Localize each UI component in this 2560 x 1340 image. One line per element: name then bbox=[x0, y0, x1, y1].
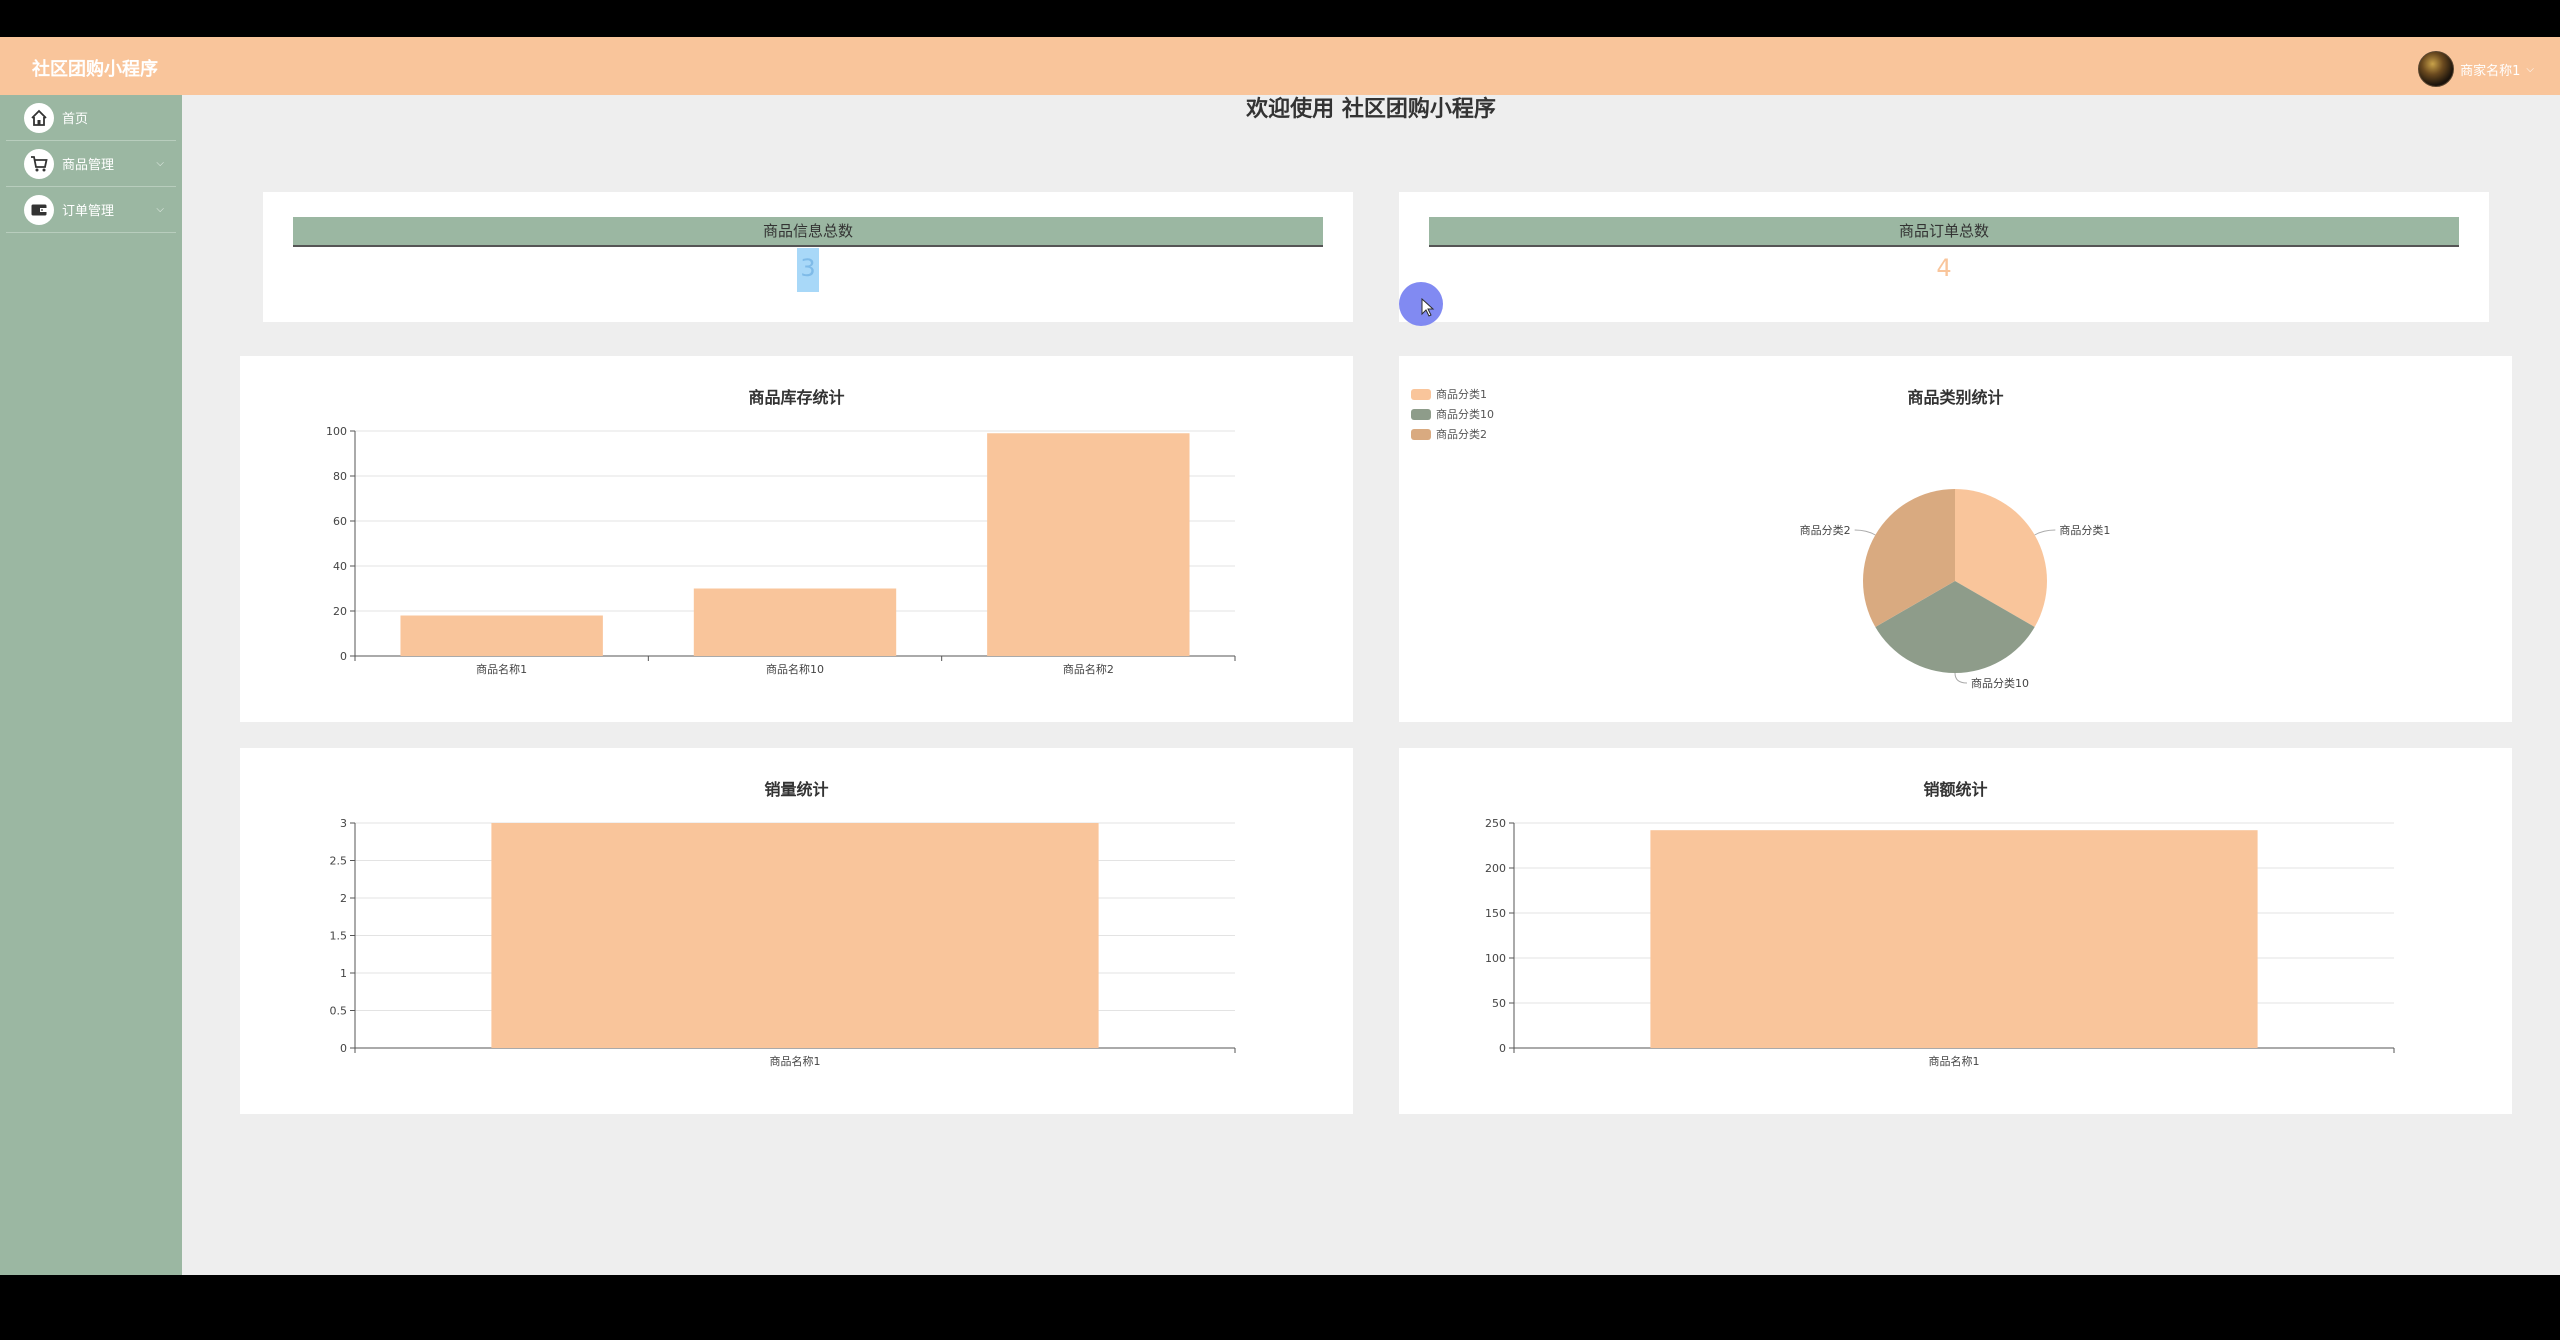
pie-label-line bbox=[1954, 672, 1968, 684]
stat-label: 商品信息总数 bbox=[293, 217, 1323, 247]
welcome-title: 欢迎使用 社区团购小程序 bbox=[1246, 97, 1496, 122]
chart-card-category: 商品类别统计 商品分类1 商品分类10 商品分类2 商品分类1 商品分类10 商品分类2 bbox=[1399, 356, 2512, 722]
sidebar-item-label: 首页 bbox=[62, 112, 89, 127]
sidebar: 首页 商品管理 ⌵ 订单管理 ⌵ bbox=[0, 95, 182, 1275]
sidebar-item-label: 订单管理 bbox=[62, 204, 115, 219]
legend-label: 商品分类1 bbox=[1436, 388, 1487, 401]
x-tick-label: 商品名称10 bbox=[766, 662, 824, 676]
y-tick-label: 100 bbox=[1485, 952, 1506, 965]
legend-item[interactable]: 商品分类1 bbox=[1411, 384, 1494, 404]
bar bbox=[693, 588, 897, 656]
user-name[interactable]: 商家名称1 bbox=[2460, 63, 2521, 79]
wallet-icon bbox=[24, 194, 54, 225]
cart-icon bbox=[24, 148, 54, 179]
bar bbox=[1650, 830, 2258, 1048]
y-tick-label: 250 bbox=[1485, 817, 1506, 830]
legend-swatch bbox=[1411, 408, 1431, 420]
y-tick-label: 2 bbox=[340, 892, 347, 905]
y-tick-label: 0 bbox=[340, 650, 347, 663]
bar bbox=[491, 823, 1099, 1048]
y-tick-label: 0.5 bbox=[330, 1005, 348, 1018]
chart-title: 销量统计 bbox=[764, 780, 829, 799]
category-pie-chart: 商品分类1 商品分类10 商品分类2 bbox=[1800, 489, 2110, 690]
avatar[interactable] bbox=[2418, 51, 2455, 87]
user-menu[interactable]: 商家名称1 ⌵ bbox=[2418, 51, 2534, 87]
y-tick-label: 80 bbox=[333, 470, 347, 483]
sidebar-item-products[interactable]: 商品管理 ⌵ bbox=[6, 141, 176, 187]
y-tick-label: 1 bbox=[340, 967, 347, 980]
y-tick-label: 60 bbox=[333, 515, 347, 528]
bar bbox=[987, 433, 1190, 656]
legend-swatch bbox=[1411, 388, 1431, 400]
bar bbox=[400, 615, 603, 656]
stat-value-text: 3 bbox=[797, 248, 819, 292]
pie-label-line bbox=[2034, 529, 2056, 536]
pie-label-line bbox=[1854, 529, 1876, 536]
chart-card-sales-qty: 销量统计 0 0.5 1 1.5 2 2.5 3 商品名称1 bbox=[240, 748, 1353, 1114]
y-tick-label: 0 bbox=[1499, 1042, 1506, 1055]
x-tick-label: 商品名称1 bbox=[476, 662, 527, 676]
y-tick-label: 150 bbox=[1485, 907, 1506, 920]
chart-card-sales-amt: 销额统计 0 50 100 150 200 250 商品名称1 bbox=[1399, 748, 2512, 1114]
pie-slice bbox=[1875, 581, 2035, 673]
y-tick-label: 3 bbox=[340, 817, 347, 830]
home-icon bbox=[24, 102, 54, 133]
x-tick-label: 商品名称2 bbox=[1063, 662, 1114, 676]
pie-label: 商品分类1 bbox=[2059, 523, 2110, 537]
chevron-down-icon: ⌵ bbox=[156, 204, 164, 215]
y-tick-label: 100 bbox=[326, 425, 347, 438]
stat-card-orders: 商品订单总数 4 bbox=[1399, 192, 2489, 322]
stat-value: 3 bbox=[263, 248, 1353, 292]
y-tick-label: 200 bbox=[1485, 862, 1506, 875]
chart-card-stock: 商品库存统计 0 20 40 60 80 100 商品名称1 商品名称10 商品名称2 bbox=[240, 356, 1353, 722]
y-tick-label: 0 bbox=[340, 1042, 347, 1055]
legend-label: 商品分类2 bbox=[1436, 428, 1487, 441]
y-tick-label: 40 bbox=[333, 560, 347, 573]
chart-legend: 商品分类1 商品分类10 商品分类2 bbox=[1411, 384, 1494, 444]
sales-amt-bar-chart: 0 50 100 150 200 250 商品名称1 bbox=[1485, 817, 2395, 1068]
chevron-down-icon: ⌵ bbox=[156, 158, 164, 169]
stat-label: 商品订单总数 bbox=[1429, 217, 2459, 247]
y-tick-label: 20 bbox=[333, 605, 347, 618]
legend-label: 商品分类10 bbox=[1436, 408, 1494, 421]
chart-title: 商品类别统计 bbox=[1907, 388, 2004, 407]
legend-item[interactable]: 商品分类10 bbox=[1411, 404, 1494, 424]
y-tick-label: 2.5 bbox=[330, 855, 348, 868]
legend-item[interactable]: 商品分类2 bbox=[1411, 424, 1494, 444]
stat-value: 4 bbox=[1936, 254, 1952, 282]
y-tick-label: 50 bbox=[1492, 997, 1506, 1010]
sidebar-item-home[interactable]: 首页 bbox=[6, 95, 176, 141]
chart-title: 销额统计 bbox=[1923, 780, 1988, 799]
sidebar-item-orders[interactable]: 订单管理 ⌵ bbox=[6, 187, 176, 233]
pie-label: 商品分类10 bbox=[1971, 676, 2029, 690]
pie-slice bbox=[1955, 489, 2047, 627]
chart-title: 商品库存统计 bbox=[748, 388, 845, 407]
stock-bar-chart: 0 20 40 60 80 100 商品名称1 商品名称10 商品名称2 bbox=[326, 425, 1236, 676]
app-title: 社区团购小程序 bbox=[32, 59, 158, 80]
cursor-arrow-icon bbox=[1421, 298, 1435, 317]
x-tick-label: 商品名称1 bbox=[770, 1054, 821, 1068]
pie-label: 商品分类2 bbox=[1800, 523, 1851, 537]
stat-card-products: 商品信息总数 3 bbox=[263, 192, 1353, 322]
top-bar: 社区团购小程序 商家名称1 ⌵ bbox=[0, 37, 2560, 95]
legend-swatch bbox=[1411, 428, 1431, 440]
y-tick-label: 1.5 bbox=[330, 930, 348, 943]
cursor-indicator bbox=[1399, 282, 1443, 326]
sidebar-item-label: 商品管理 bbox=[62, 158, 115, 173]
pie-slice bbox=[1863, 489, 1955, 627]
chevron-down-icon[interactable]: ⌵ bbox=[2526, 63, 2534, 75]
sales-qty-bar-chart: 0 0.5 1 1.5 2 2.5 3 商品名称1 bbox=[330, 817, 1236, 1068]
x-tick-label: 商品名称1 bbox=[1929, 1054, 1980, 1068]
